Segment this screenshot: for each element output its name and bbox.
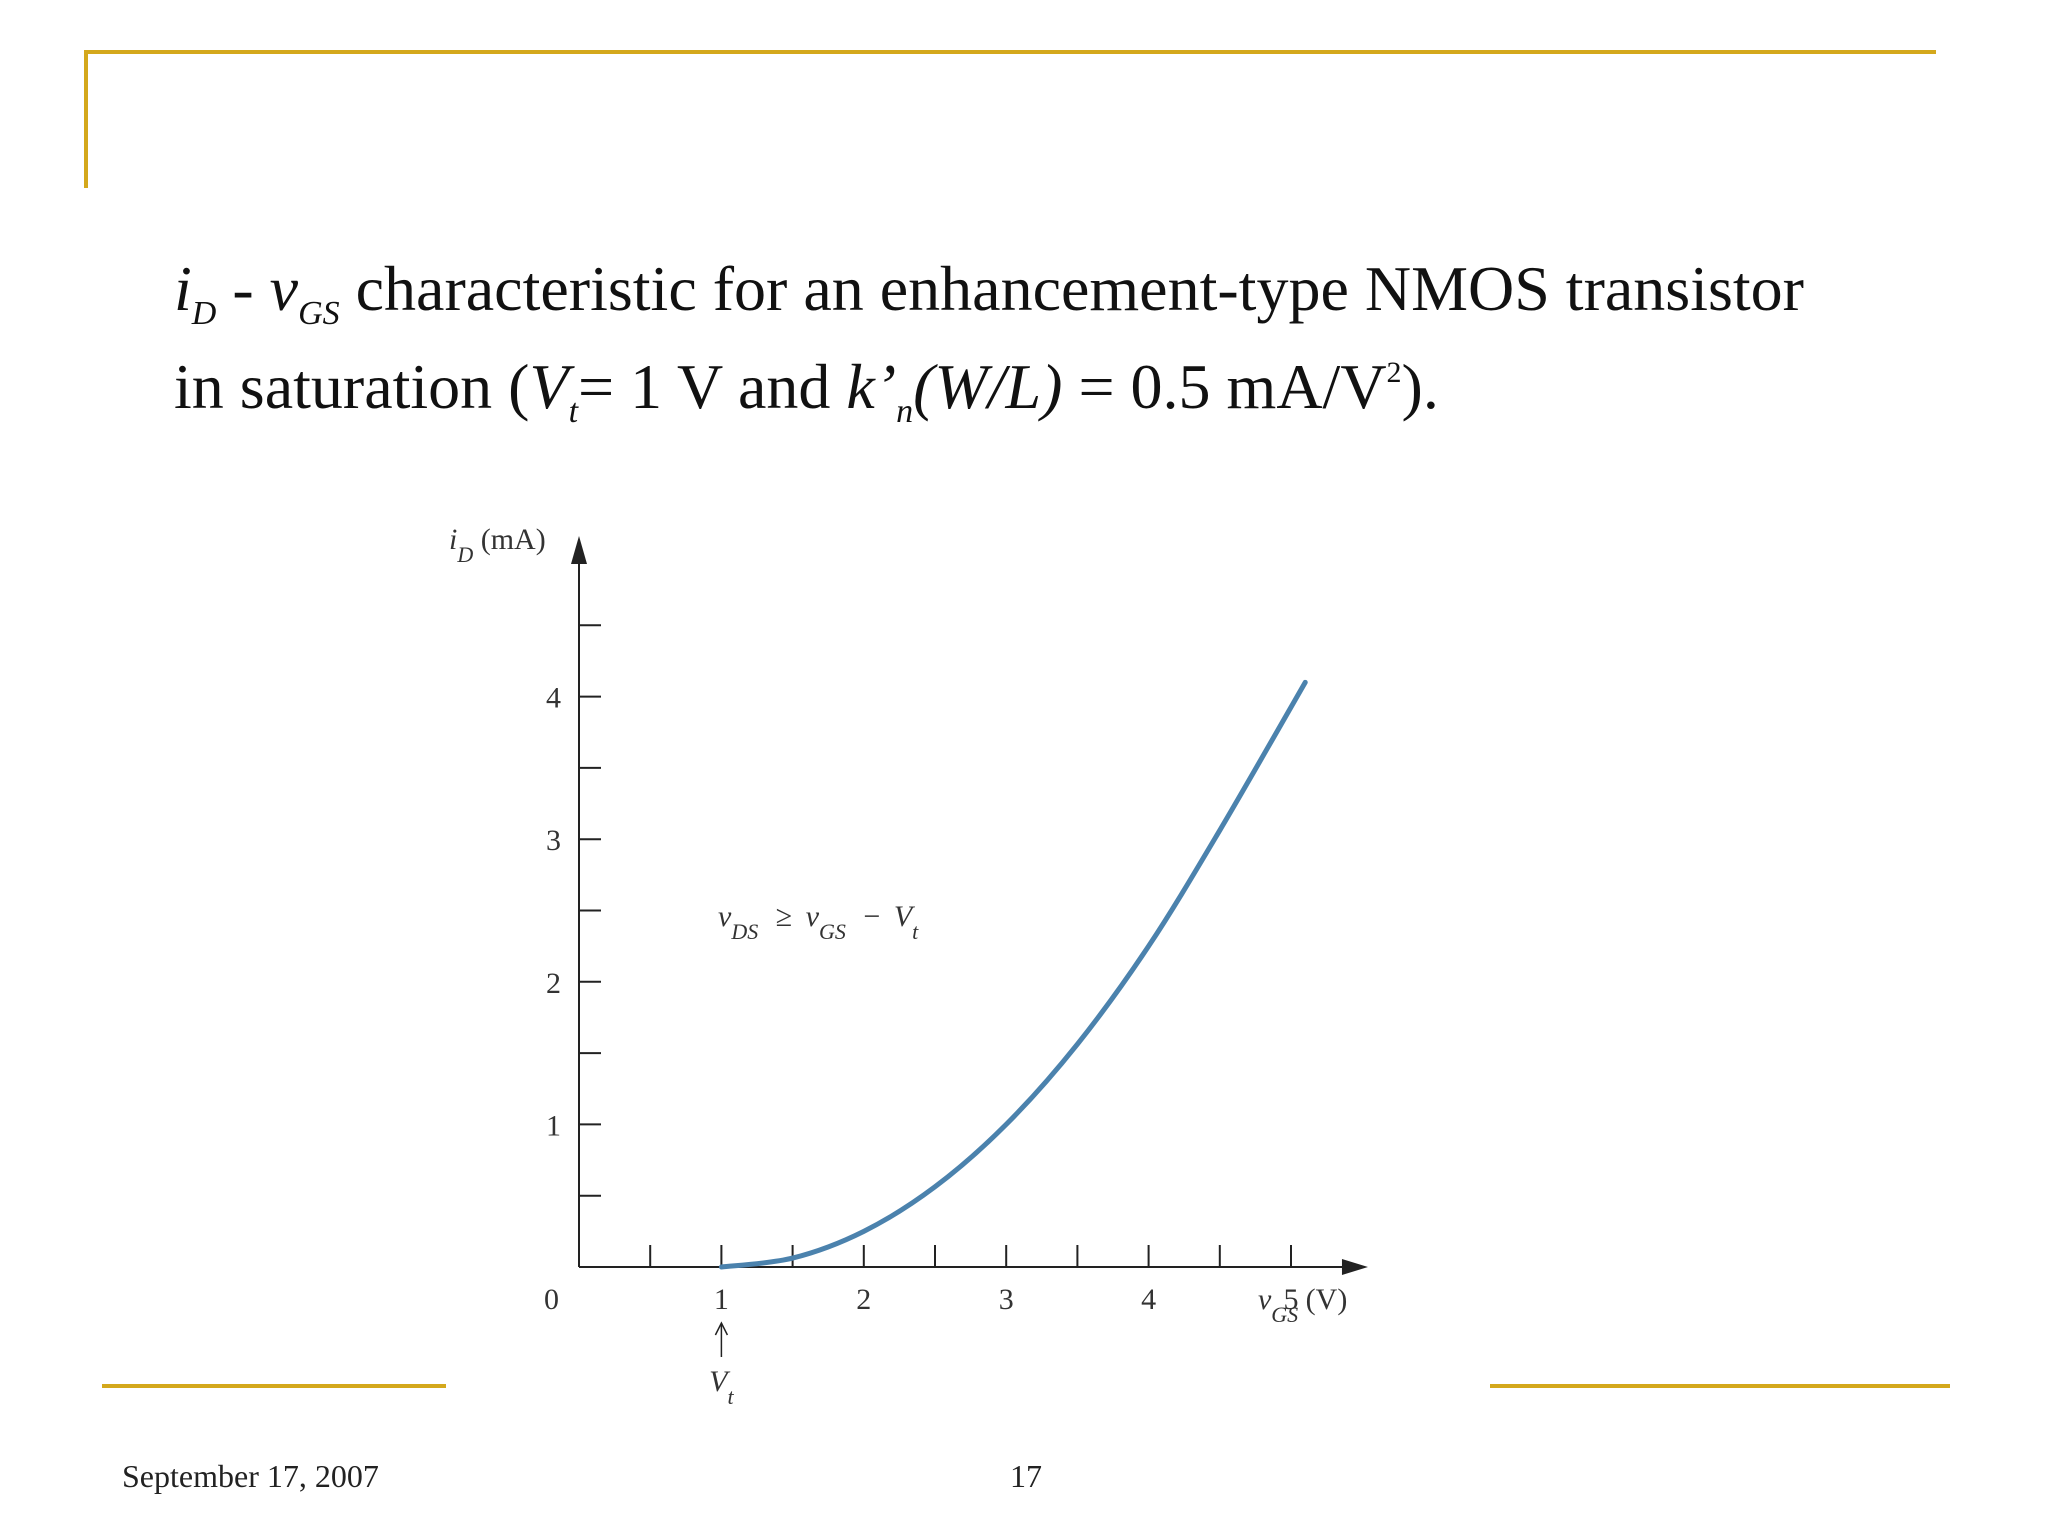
x-tick-label: 2: [856, 1283, 871, 1316]
y-tick-label: 2: [546, 967, 561, 1000]
title-k-symbol: k’: [846, 351, 897, 422]
slide-title: iD - vGS characteristic for an enhanceme…: [174, 240, 1954, 436]
y-axis-label: iD (mA): [449, 523, 546, 567]
page-number: 17: [1010, 1458, 1042, 1494]
y-tick-label: 1: [546, 1109, 561, 1142]
footer-rule-left: [102, 1384, 446, 1388]
origin-label: 0: [544, 1283, 559, 1316]
title-mid1: = 1 V and: [578, 351, 847, 422]
y-tick-label: 4: [546, 682, 561, 715]
vt-marker-label: Vt: [709, 1365, 734, 1409]
title-pre: in saturation (: [174, 351, 530, 422]
y-tick-label: 3: [546, 824, 561, 857]
footer-rule-right: [1490, 1384, 1950, 1388]
x-tick-label: 5: [1284, 1283, 1299, 1316]
x-tick-label: 4: [1141, 1283, 1156, 1316]
title-line-2: in saturation (Vt= 1 V and k’n(W/L) = 0.…: [174, 338, 1954, 436]
x-axis-label: vGS (V): [1258, 1283, 1347, 1327]
slide-frame-top: [84, 50, 1936, 54]
saturation-condition-label: vDS ≥ vGS − Vt: [718, 900, 919, 944]
footer-date: September 17, 2007: [122, 1458, 379, 1494]
title-vt-symbol: V: [529, 351, 569, 422]
x-tick-label: 3: [999, 1283, 1014, 1316]
x-axis-arrow: [1341, 1259, 1368, 1275]
title-post: ).: [1401, 351, 1439, 422]
id-vgs-curve: [718, 679, 1308, 1270]
title-id-symbol: i: [174, 253, 192, 324]
title-text: characteristic for an enhancement-type N…: [339, 253, 1804, 324]
y-axis-arrow: [571, 536, 587, 564]
title-mid2: = 0.5 mA/V: [1062, 351, 1387, 422]
title-vgs-sub: GS: [298, 295, 340, 332]
title-vgs-symbol: v: [269, 253, 299, 324]
title-wl: (W/L): [913, 351, 1063, 422]
title-vt-sub: t: [568, 393, 579, 430]
title-line-1: iD - vGS characteristic for an enhanceme…: [174, 240, 1954, 338]
title-sup: 2: [1386, 356, 1402, 389]
title-k-sub: n: [896, 393, 914, 430]
vt-marker-arrowhead: [714, 1321, 729, 1336]
slide-frame-left: [84, 50, 88, 188]
x-tick-label: 1: [714, 1283, 729, 1316]
title-separator: -: [216, 253, 270, 324]
title-id-sub: D: [191, 295, 217, 332]
